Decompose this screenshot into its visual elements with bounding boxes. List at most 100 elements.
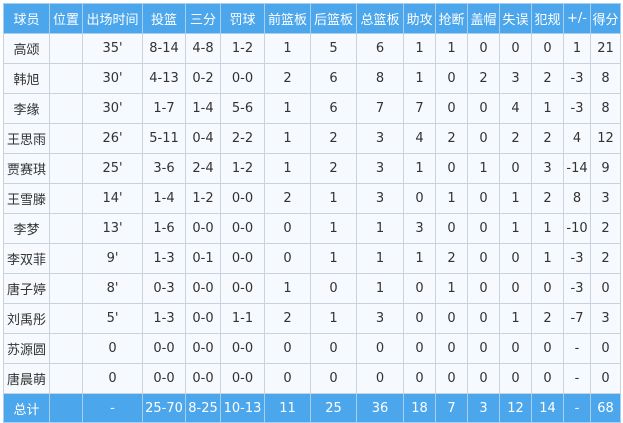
stat-cell: 6: [310, 63, 357, 94]
stat-cell: 5-11: [142, 123, 186, 154]
stat-cell: -: [563, 363, 591, 394]
player-name[interactable]: 李梦: [3, 213, 50, 244]
column-header[interactable]: 出场时间: [82, 3, 143, 34]
stat-cell: -3: [563, 63, 591, 94]
box-score-table: 球员 位置 出场时间 投篮 三分 罚球 前篮板 后篮板 总篮板 助攻 抢断 盖帽 失误 犯规 +/- 得分 高…: [3, 3, 621, 423]
stat-cell: 1: [310, 303, 357, 334]
stat-cell: 35': [82, 33, 143, 64]
stat-cell: 8': [82, 273, 143, 304]
stat-cell: 0: [435, 333, 468, 364]
stat-cell: -3: [563, 243, 591, 274]
stat-cell: 0-0: [142, 363, 186, 394]
stat-cell: 1: [264, 123, 311, 154]
total-cell: 25: [310, 393, 357, 423]
stat-cell: 12: [590, 123, 621, 154]
player-row: 韩旭 30' 4-13 0-2 0-0 2 6 8 1 0 2 3 2 -3 8: [3, 63, 621, 94]
player-name[interactable]: 唐晨萌: [3, 363, 50, 394]
stat-cell: 30': [82, 93, 143, 124]
column-header[interactable]: 盖帽: [467, 3, 500, 34]
stat-cell: 1: [499, 303, 532, 334]
column-header[interactable]: +/-: [563, 3, 591, 34]
stat-cell: 0: [499, 273, 532, 304]
column-header[interactable]: 投篮: [142, 3, 186, 34]
stat-cell: 0: [310, 363, 357, 394]
stat-cell: 0-0: [220, 333, 265, 364]
stat-cell: 1: [499, 183, 532, 214]
stat-cell: 0: [499, 333, 532, 364]
stat-cell: 1-2: [185, 183, 221, 214]
column-header[interactable]: 后篮板: [310, 3, 357, 34]
column-header[interactable]: 位置: [49, 3, 83, 34]
stat-cell: 0: [403, 303, 436, 334]
player-name[interactable]: 王雪滕: [3, 183, 50, 214]
stat-cell: [49, 153, 83, 184]
stat-cell: 0: [310, 333, 357, 364]
column-header[interactable]: 总篮板: [356, 3, 404, 34]
stat-cell: 1: [499, 213, 532, 244]
player-name[interactable]: 李缘: [3, 93, 50, 124]
player-name[interactable]: 唐子婷: [3, 273, 50, 304]
stat-cell: 6: [356, 33, 404, 64]
stat-cell: 1: [264, 273, 311, 304]
stat-cell: 0-0: [220, 63, 265, 94]
stat-cell: 14': [82, 183, 143, 214]
stat-cell: 0: [467, 213, 500, 244]
stat-cell: 0: [467, 303, 500, 334]
stat-cell: 0: [435, 363, 468, 394]
player-name[interactable]: 贾赛琪: [3, 153, 50, 184]
column-header[interactable]: 前篮板: [264, 3, 311, 34]
total-label: 总计: [3, 393, 50, 423]
player-name[interactable]: 高颂: [3, 33, 50, 64]
stat-cell: 3: [356, 303, 404, 334]
stat-cell: 0: [264, 363, 311, 394]
column-header[interactable]: 助攻: [403, 3, 436, 34]
stat-cell: 2: [310, 153, 357, 184]
total-row: 总计 -25-70 8-25 10-13 11 25 36 18 7 3 12 14-68: [3, 393, 621, 423]
player-row: 李梦 13' 1-6 0-0 0-0 0 1 1 3 0 0 1 1 -10 2: [3, 213, 621, 244]
player-name[interactable]: 王思雨: [3, 123, 50, 154]
stat-cell: 1: [403, 153, 436, 184]
stat-cell: 0: [467, 273, 500, 304]
column-header[interactable]: 得分: [590, 3, 621, 34]
stat-cell: 0-0: [220, 363, 265, 394]
stat-cell: 26': [82, 123, 143, 154]
column-header[interactable]: 失误: [499, 3, 532, 34]
stat-cell: 1: [531, 213, 564, 244]
stat-cell: [49, 273, 83, 304]
column-header[interactable]: 三分: [185, 3, 221, 34]
total-cell: 18: [403, 393, 436, 423]
player-name[interactable]: 韩旭: [3, 63, 50, 94]
total-cell: 25-70: [142, 393, 186, 423]
player-row: 李缘 30' 1-7 1-4 5-6 1 6 7 7 0 0 4 1 -3 8: [3, 93, 621, 124]
stat-cell: 6: [310, 93, 357, 124]
stat-cell: 0: [264, 333, 311, 364]
player-name[interactable]: 苏源圆: [3, 333, 50, 364]
column-header[interactable]: 罚球: [220, 3, 265, 34]
stat-cell: 0: [499, 33, 532, 64]
stat-cell: 0: [467, 363, 500, 394]
player-row: 唐子婷 8' 0-3 0-0 0-0 1 0 1 0 1 0 0 0 -3 0: [3, 273, 621, 304]
player-row: 唐晨萌 0 0-0 0-0 0-0 0 0 0 0 0 0 0 0-0: [3, 363, 621, 394]
stat-cell: 2: [590, 243, 621, 274]
stat-cell: 1: [264, 153, 311, 184]
total-cell: [49, 393, 83, 423]
stat-cell: 1: [356, 213, 404, 244]
stat-cell: 0-4: [185, 123, 221, 154]
player-name[interactable]: 李双菲: [3, 243, 50, 274]
stat-cell: 1: [435, 33, 468, 64]
stat-cell: 1: [356, 243, 404, 274]
total-cell: 68: [590, 393, 621, 423]
stat-cell: 1: [563, 33, 591, 64]
stat-cell: 0: [590, 333, 621, 364]
total-cell: 11: [264, 393, 311, 423]
column-header[interactable]: 犯规: [531, 3, 564, 34]
column-header[interactable]: 球员: [3, 3, 50, 34]
stat-cell: 0: [82, 333, 143, 364]
stat-cell: 2: [467, 63, 500, 94]
stat-cell: 2: [264, 63, 311, 94]
stat-cell: -3: [563, 273, 591, 304]
stat-cell: 0: [264, 213, 311, 244]
column-header[interactable]: 抢断: [435, 3, 468, 34]
stat-cell: 5: [310, 33, 357, 64]
player-name[interactable]: 刘禹彤: [3, 303, 50, 334]
